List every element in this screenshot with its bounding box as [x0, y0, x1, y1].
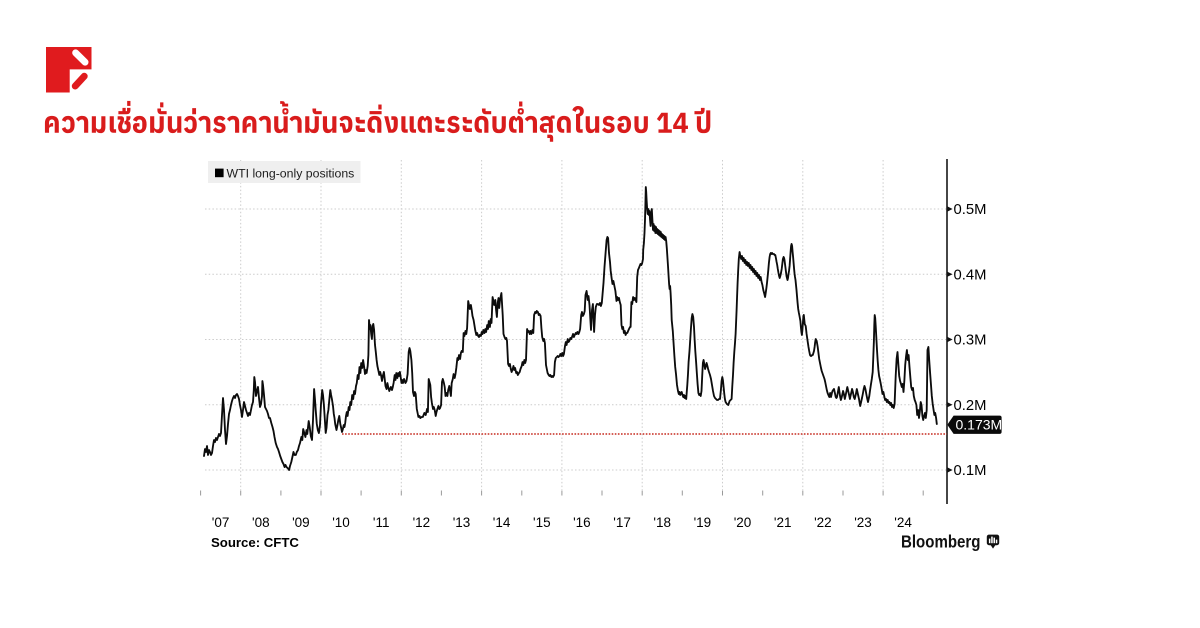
- svg-text:WTI long-only positions: WTI long-only positions: [227, 166, 355, 180]
- svg-text:'20: '20: [734, 515, 752, 530]
- svg-text:'21: '21: [774, 515, 792, 530]
- svg-text:0.4M: 0.4M: [954, 267, 987, 283]
- svg-text:0.5M: 0.5M: [954, 202, 987, 218]
- svg-text:'11: '11: [373, 515, 390, 530]
- svg-text:'17: '17: [613, 515, 631, 530]
- svg-text:'16: '16: [573, 515, 591, 530]
- svg-text:'19: '19: [694, 515, 712, 530]
- svg-text:'22: '22: [814, 515, 832, 530]
- svg-text:Source: CFTC: Source: CFTC: [211, 535, 299, 550]
- svg-text:0.2M: 0.2M: [954, 398, 987, 414]
- svg-text:'08: '08: [252, 515, 270, 530]
- svg-text:Bloomberg: Bloomberg: [901, 532, 981, 552]
- svg-text:'09: '09: [292, 515, 310, 530]
- svg-text:'23: '23: [854, 515, 872, 530]
- svg-text:'15: '15: [533, 515, 551, 530]
- svg-text:'13: '13: [453, 515, 471, 530]
- svg-text:'12: '12: [413, 515, 431, 530]
- svg-text:0.1M: 0.1M: [954, 463, 987, 479]
- svg-text:'24: '24: [894, 515, 912, 530]
- svg-text:'07: '07: [212, 515, 230, 530]
- svg-text:'18: '18: [653, 515, 671, 530]
- svg-text:'10: '10: [332, 515, 350, 530]
- svg-text:0.3M: 0.3M: [954, 333, 987, 349]
- svg-text:'14: '14: [493, 515, 511, 530]
- svg-text:0.173M: 0.173M: [956, 417, 1003, 433]
